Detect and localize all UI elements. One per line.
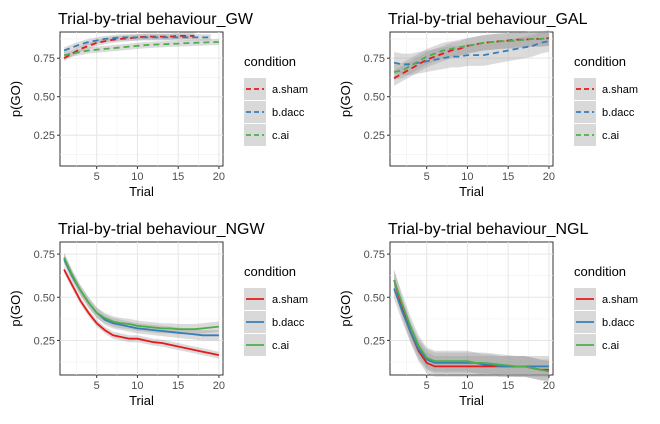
- y-tick-label: 0.50: [364, 292, 385, 304]
- band-b.dacc: [64, 34, 211, 54]
- x-axis-label: Trial: [459, 393, 484, 408]
- legend-label: a.sham: [272, 84, 308, 96]
- x-tick-label: 10: [461, 171, 473, 183]
- x-tick-label: 5: [94, 171, 100, 183]
- y-tick-label: 0.75: [364, 249, 385, 261]
- series-line-c.ai: [63, 257, 219, 331]
- x-tick-label: 15: [502, 380, 514, 392]
- band-c.ai: [64, 252, 219, 335]
- x-tick-label: 15: [502, 171, 514, 183]
- x-tick-label: 15: [172, 380, 184, 392]
- y-tick-label: 0.50: [364, 92, 385, 104]
- y-tick-label: 0.75: [34, 249, 55, 261]
- x-axis-label: Trial: [129, 184, 154, 199]
- x-tick-label: 10: [131, 380, 143, 392]
- grid: [60, 242, 223, 375]
- legend: condition a.sham b.dacc c.ai: [574, 264, 638, 356]
- y-tick-label: 0.25: [364, 335, 385, 347]
- legend-label: a.sham: [602, 84, 638, 96]
- legend-label: c.ai: [272, 340, 289, 352]
- plot-area: [59, 31, 224, 167]
- legend-label: a.sham: [272, 294, 308, 306]
- y-tick-label: 0.75: [364, 53, 385, 65]
- legend-label: b.dacc: [602, 107, 635, 119]
- legend-label: b.dacc: [602, 317, 635, 329]
- x-tick-label: 10: [131, 171, 143, 183]
- legend-title: condition: [244, 54, 296, 69]
- band-c.ai: [394, 269, 549, 382]
- y-tick-label: 0.50: [34, 92, 55, 104]
- panel-3: Trial-by-trial behaviour_NGW 5 10 15 20 0.25 0…: [8, 221, 308, 408]
- legend-title: condition: [574, 264, 626, 279]
- series-line-c.ai: [393, 279, 550, 373]
- panel-4: Trial-by-trial behaviour_NGL 5 10 15 20 0.25 0…: [338, 221, 638, 408]
- grid: [390, 32, 553, 166]
- x-tick-label: 5: [424, 171, 430, 183]
- plot-area: [389, 31, 554, 167]
- y-axis-label: p(GO): [338, 81, 353, 117]
- band-c.ai: [64, 38, 219, 59]
- legend: condition a.sham b.dacc c.ai: [244, 54, 308, 146]
- series-line-b.dacc: [393, 40, 550, 66]
- x-tick-label: 5: [94, 380, 100, 392]
- band-a.sham: [394, 30, 549, 86]
- y-tick-label: 0.25: [34, 130, 55, 142]
- panel-title: Trial-by-trial behaviour_GAL: [388, 11, 588, 28]
- x-axis-label: Trial: [459, 184, 484, 199]
- legend-label: b.dacc: [272, 107, 305, 119]
- panel-2: Trial-by-trial behaviour_GAL 5 10 15 20 0.25 0…: [338, 11, 638, 199]
- band-c.ai: [394, 30, 549, 80]
- panel-title: Trial-by-trial behaviour_NGL: [388, 221, 588, 238]
- y-axis-label: p(GO): [8, 290, 23, 326]
- plot-area: [389, 241, 554, 376]
- legend: condition a.sham b.dacc c.ai: [574, 54, 638, 146]
- x-tick-label: 5: [424, 380, 430, 392]
- plot-area: [59, 241, 224, 376]
- legend: condition a.sham b.dacc c.ai: [244, 264, 308, 356]
- y-tick-label: 0.25: [34, 335, 55, 347]
- series-line-a.sham: [63, 35, 195, 59]
- panel-title: Trial-by-trial behaviour_NGW: [58, 221, 265, 238]
- x-tick-label: 15: [172, 171, 184, 183]
- series-line-c.ai: [393, 37, 549, 73]
- legend-title: condition: [574, 54, 626, 69]
- panel-1: Trial-by-trial behaviour_GW 5 10 15 20 0.25 0.…: [8, 11, 308, 199]
- legend-label: c.ai: [602, 340, 619, 352]
- series-line-a.sham: [63, 269, 220, 356]
- x-tick-label: 10: [461, 380, 473, 392]
- y-tick-label: 0.75: [34, 53, 55, 65]
- x-tick-label: 20: [213, 171, 225, 183]
- y-tick-label: 0.25: [364, 130, 385, 142]
- x-tick-label: 20: [543, 171, 555, 183]
- x-tick-label: 20: [543, 380, 555, 392]
- y-tick-label: 0.50: [34, 292, 55, 304]
- y-axis-label: p(GO): [8, 81, 23, 117]
- band-b.dacc: [394, 278, 549, 377]
- legend-label: c.ai: [602, 130, 619, 142]
- series-line-b.dacc: [63, 36, 211, 52]
- legend-title: condition: [244, 264, 296, 279]
- panel-title: Trial-by-trial behaviour_GW: [58, 11, 254, 28]
- x-tick-label: 20: [213, 380, 225, 392]
- legend-label: a.sham: [602, 294, 638, 306]
- y-axis-label: p(GO): [338, 290, 353, 326]
- x-axis-label: Trial: [129, 393, 154, 408]
- grid: [60, 32, 223, 166]
- legend-label: c.ai: [272, 130, 289, 142]
- legend-label: b.dacc: [272, 317, 305, 329]
